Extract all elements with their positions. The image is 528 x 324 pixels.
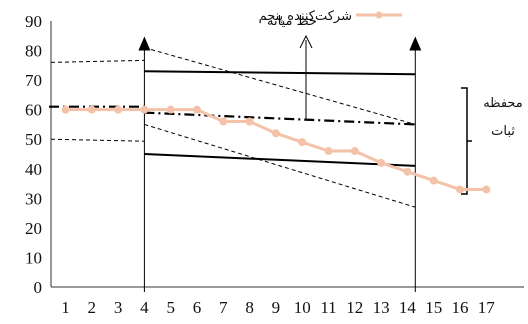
treatment-envelope-lower <box>144 153 416 167</box>
x-tick-label: 10 <box>294 298 311 317</box>
x-tick-label: 9 <box>272 298 281 317</box>
data-point <box>298 138 307 147</box>
treatment-envelope-upper <box>144 70 416 76</box>
y-tick-label: 20 <box>25 219 42 238</box>
data-point <box>429 176 438 185</box>
baseline-envelope-lower <box>50 138 145 142</box>
data-point <box>87 105 96 114</box>
data-point <box>140 105 149 114</box>
x-tick-label: 13 <box>373 298 390 317</box>
y-tick-label: 30 <box>25 189 42 208</box>
series-layer <box>61 105 491 194</box>
series-line <box>65 108 487 191</box>
y-tick-label: 10 <box>25 248 42 267</box>
data-point <box>61 105 70 114</box>
x-tick-label: 16 <box>452 298 469 317</box>
analysis-overlays <box>49 34 472 292</box>
x-tick-label: 7 <box>219 298 228 317</box>
data-point <box>482 185 491 194</box>
median-line-label: خط میانه <box>267 14 317 29</box>
phase-arrow-head <box>409 36 422 51</box>
treatment-median-line <box>144 111 416 126</box>
x-tick-label: 15 <box>425 298 442 317</box>
data-point <box>324 147 333 156</box>
x-tick-label: 5 <box>166 298 175 317</box>
x-tick-label: 4 <box>140 298 149 317</box>
y-tick-label: 60 <box>25 101 42 120</box>
y-tick-label: 80 <box>25 42 42 61</box>
x-tick-label: 8 <box>245 298 254 317</box>
legend-marker <box>375 11 383 19</box>
x-tick-labels: 1 2 3 4 5 6 7 8 9 10 11 12 13 14 15 16 17 <box>61 298 495 317</box>
stability-envelope-label-2: ثبات <box>491 124 515 139</box>
legend-label: شرکت‌کننده پنجم <box>259 9 352 24</box>
x-tick-label: 3 <box>114 298 123 317</box>
data-point <box>377 158 386 167</box>
baseline-envelope-upper <box>50 59 145 63</box>
data-point <box>245 117 254 126</box>
x-tick-label: 11 <box>320 298 336 317</box>
y-tick-label: 90 <box>25 12 42 31</box>
stability-envelope-bracket <box>461 87 468 195</box>
x-tick-label: 14 <box>399 298 417 317</box>
y-tick-label: 50 <box>25 130 42 149</box>
trend-band-upper <box>144 47 416 125</box>
x-tick-label: 12 <box>346 298 363 317</box>
x-tick-label: 2 <box>88 298 97 317</box>
data-point <box>219 117 228 126</box>
y-tick-label: 70 <box>25 71 42 90</box>
x-tick-label: 17 <box>478 298 496 317</box>
data-point <box>350 147 359 156</box>
legend: شرکت‌کننده پنجم <box>259 9 402 24</box>
x-tick-label: 1 <box>61 298 70 317</box>
median-pointer-head <box>299 34 313 49</box>
stability-envelope-label-1: محفظه <box>483 96 523 111</box>
y-tick-labels: 0 10 20 30 40 50 60 70 80 90 <box>25 12 42 297</box>
data-point <box>456 185 464 194</box>
trend-band-lower <box>144 123 416 208</box>
phase-arrow-head <box>138 36 151 51</box>
data-point <box>166 105 175 114</box>
data-point <box>403 167 412 176</box>
x-tick-label: 6 <box>193 298 202 317</box>
y-tick-label: 40 <box>25 160 42 179</box>
data-point <box>114 105 123 114</box>
data-point <box>271 129 280 138</box>
data-point <box>193 105 201 114</box>
y-tick-label: 0 <box>34 278 43 297</box>
chart-axes <box>50 21 524 288</box>
